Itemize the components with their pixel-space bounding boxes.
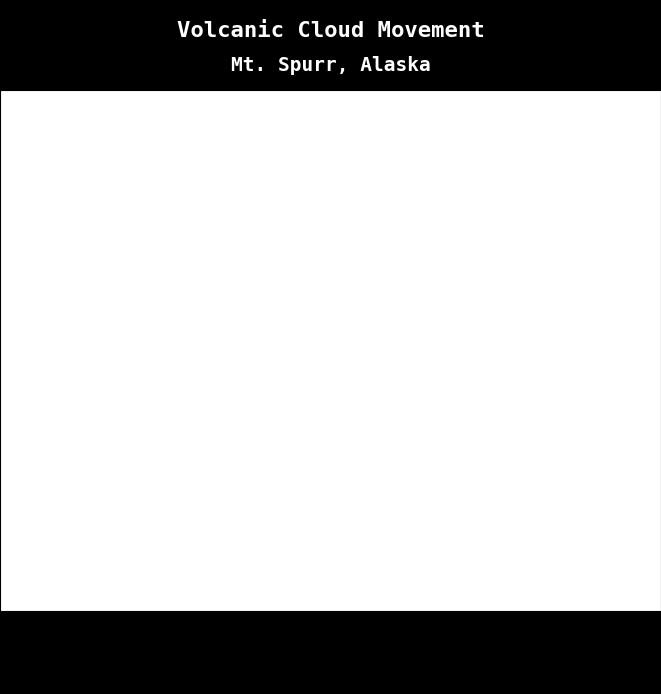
Text: Mt. Spurr, Alaska: Mt. Spurr, Alaska <box>231 56 430 76</box>
Text: Volcanic Cloud Movement: Volcanic Cloud Movement <box>176 22 485 41</box>
